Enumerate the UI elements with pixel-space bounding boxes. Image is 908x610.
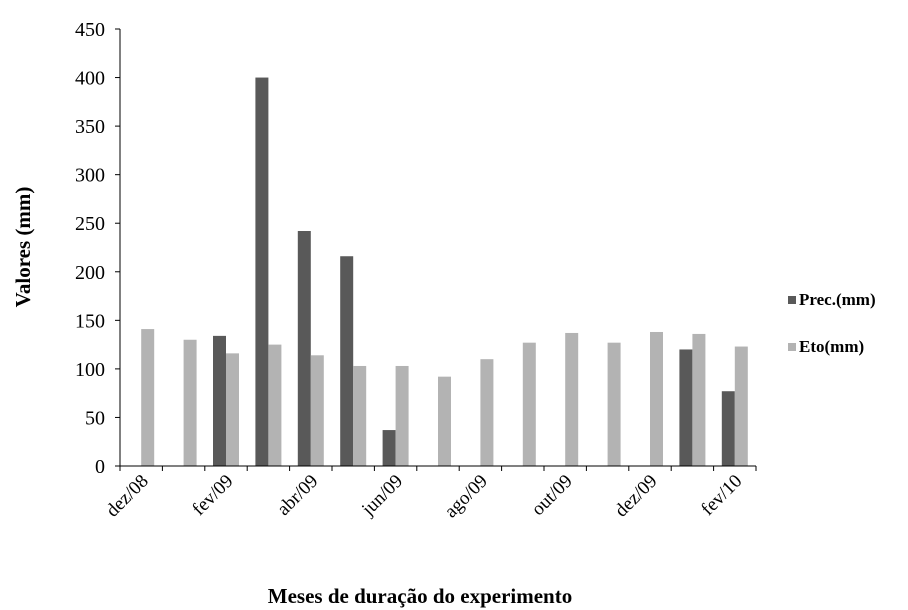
bar-eto — [522, 342, 536, 466]
bar-eto — [438, 376, 451, 466]
y-tick-label: 0 — [95, 456, 105, 478]
bar-prec — [721, 391, 735, 466]
bar-eto — [650, 331, 663, 466]
legend-swatch — [788, 343, 796, 351]
legend: Prec.(mm) Eto(mm) — [788, 290, 876, 356]
x-tick-label: out/09 — [528, 471, 577, 520]
x-tick-label: jun/09 — [357, 471, 407, 521]
bar-prec — [213, 335, 226, 466]
bar-eto — [692, 333, 706, 466]
bar-eto — [310, 355, 324, 466]
y-axis-title: Valores (mm) — [11, 187, 35, 308]
bar-eto — [353, 365, 367, 466]
x-tick-label: ago/09 — [441, 471, 492, 522]
bar-prec — [340, 256, 354, 466]
y-tick-label: 100 — [75, 359, 105, 381]
legend-label: Prec.(mm) — [799, 290, 876, 309]
y-tick-label: 450 — [75, 19, 105, 41]
legend-swatch — [788, 296, 796, 304]
x-tick-label: abr/09 — [273, 471, 322, 520]
bar-eto — [141, 329, 155, 466]
bar-prec — [255, 77, 269, 467]
x-tick-label: fev/10 — [697, 471, 746, 520]
y-tick-label: 150 — [75, 310, 105, 332]
bar-eto — [480, 359, 494, 466]
y-tick-label: 200 — [75, 262, 105, 284]
bar-eto — [183, 339, 197, 466]
y-tick-label: 400 — [75, 68, 105, 90]
bar-eto — [395, 365, 409, 466]
y-tick-label: 350 — [75, 116, 105, 138]
bar-eto — [565, 332, 579, 466]
y-tick-label: 250 — [75, 213, 105, 235]
bar-eto — [268, 344, 282, 466]
y-axis: 0 50 100 150 200 250 300 350 400 450 — [75, 19, 121, 478]
bars — [141, 77, 748, 467]
x-tick-label: dez/08 — [102, 471, 153, 522]
x-tick-label: dez/09 — [611, 471, 662, 522]
bar-eto — [607, 342, 621, 466]
bar-eto — [734, 346, 748, 466]
bar-prec — [382, 430, 396, 466]
bar-prec — [679, 349, 693, 466]
x-axis-title: Meses de duração do experimento — [268, 584, 572, 608]
x-tick-label: fev/09 — [188, 471, 237, 520]
y-tick-label: 50 — [85, 407, 105, 429]
x-axis: dez/08 fev/09 abr/09 jun/09 ago/09 out/09 dez/… — [102, 465, 757, 522]
bar-eto — [226, 353, 239, 466]
bar-prec — [297, 230, 311, 466]
y-tick-label: 300 — [75, 165, 105, 187]
legend-label: Eto(mm) — [799, 337, 864, 356]
